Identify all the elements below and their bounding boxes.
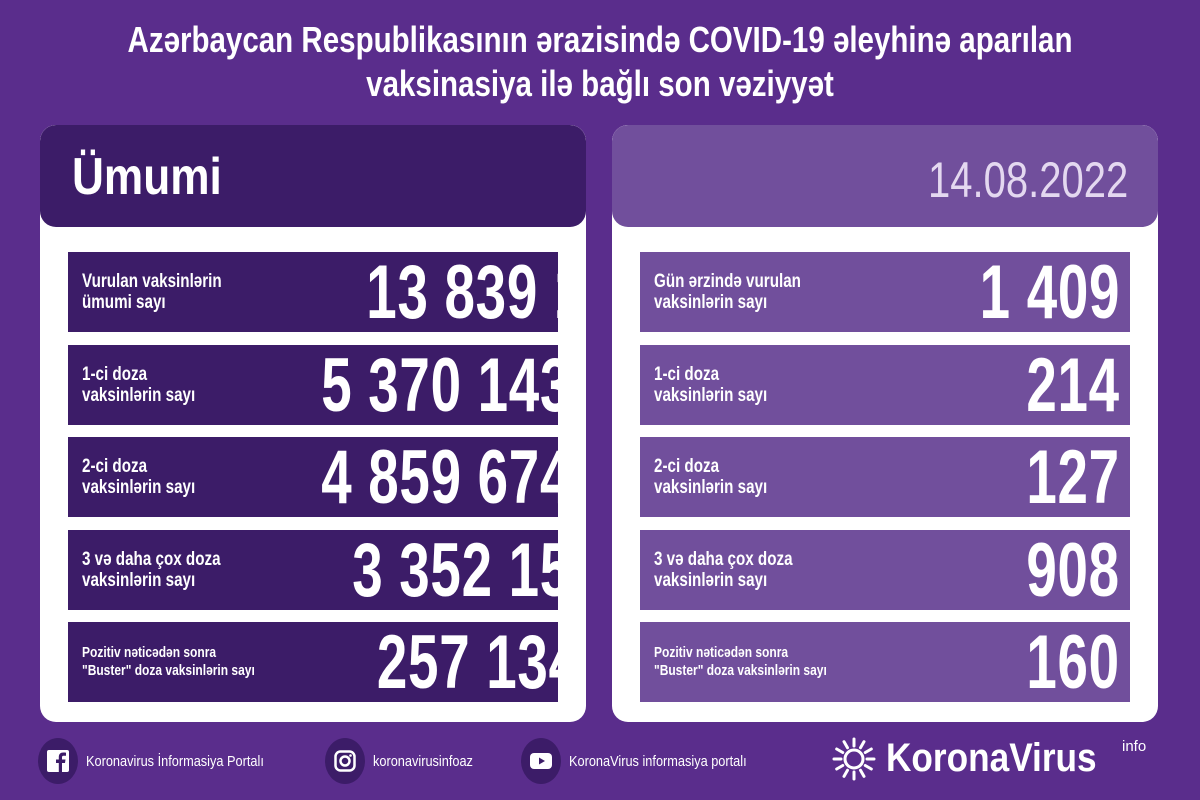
stat-label-line1: 1-ci doza [654,364,720,385]
koronavirus-logo: KoronaVirus [832,736,1125,781]
daily-panel: 14.08.2022 Gün ərzində vurulan vaksinləri… [612,125,1158,722]
facebook-icon [47,750,69,772]
daily-stat-row: 2-ci doza vaksinlərin sayı 127 [640,435,1130,520]
stat-value: 160 [1026,619,1120,705]
total-heading: Ümumi [72,148,222,206]
sun-ray [859,739,866,749]
stat-label: 2-ci doza vaksinlərin sayı [654,456,767,498]
total-panel: Ümumi Vurulan vaksinlərin ümumi sayı 13 83… [40,125,586,722]
stat-label: Pozitiv nəticədən sonra "Buster" doza vak… [82,644,255,680]
stat-label: 3 və daha çox doza vaksinlərin sayı [654,549,793,591]
stat-value: 127 [1026,434,1120,520]
stat-value: 13 839 106 [365,249,586,335]
daily-stat-row: Gün ərzində vurulan vaksinlərin sayı 1 409 [640,250,1130,335]
sun-ray [863,747,873,754]
stat-label-line1: Vurulan vaksinlərin [82,271,222,292]
stat-label-line2: vaksinlərin sayı [82,477,196,498]
page-title: Azərbaycan Respublikasının ərazisində CO… [108,18,1092,106]
daily-stat-row: Pozitiv nəticədən sonra "Buster" doza vak… [640,620,1130,705]
stat-label: Pozitiv nəticədən sonra "Buster" doza vak… [654,644,827,680]
report-date: 14.08.2022 [927,152,1128,208]
logo-text: KoronaVirus [886,736,1097,780]
youtube-link[interactable]: KoronaVirus informasiya portalı [520,738,778,784]
total-stat-row: 1-ci doza vaksinlərin sayı 5 370 143 [68,343,570,428]
stat-value: 1 409 [979,249,1120,335]
daily-stat-row: 3 və daha çox doza vaksinlərin sayı 908 [640,528,1130,613]
total-header: Ümumi [40,125,586,227]
total-stat-row: 2-ci doza vaksinlərin sayı 4 859 674 [68,435,570,520]
stat-label: Gün ərzində vurulan vaksinlərin sayı [654,271,801,313]
sun-virus-icon [832,737,876,780]
sun-ray [842,739,849,749]
total-stat-row: Pozitiv nəticədən sonra "Buster" doza vak… [68,620,579,705]
stat-value: 5 370 143 [320,342,571,428]
facebook-text: Koronavirus İnformasiya Portalı [86,752,264,770]
stat-value: 4 859 674 [320,434,571,520]
stat-label-line2: "Buster" doza vaksinlərin sayı [82,662,255,679]
stat-label: 3 və daha çox doza vaksinlərin sayı [82,549,221,591]
youtube-icon [529,753,552,769]
stat-label-line2: vaksinlərin sayı [654,385,768,406]
stat-label-line1: Pozitiv nəticədən sonra [82,644,217,661]
footer: Koronavirus İnformasiya Portalı koronavi… [38,738,798,784]
sun-ray [842,768,849,778]
sun-ray [835,763,845,770]
stat-label-line1: Gün ərzində vurulan [654,271,801,292]
youtube-text: KoronaVirus informasiya portalı [568,752,747,770]
stat-value: 908 [1026,527,1120,613]
stat-label: 2-ci doza vaksinlərin sayı [82,456,195,498]
total-stat-row: 3 və daha çox doza vaksinlərin sayı 3 352 … [68,528,586,613]
title-line-1: Azərbaycan Respublikasının ərazisində CO… [127,19,1073,60]
facebook-link[interactable]: Koronavirus İnformasiya Portalı [38,738,295,784]
stat-label-line2: vaksinlərin sayı [82,385,196,406]
stat-label-line1: 3 və daha çox doza [654,549,793,570]
stat-label-line1: 2-ci doza [654,456,720,477]
stat-value: 214 [1026,342,1120,428]
sun-ray [863,763,873,770]
stat-label-line1: 3 və daha çox doza [82,549,221,570]
stat-label-line2: ümumi sayı [82,292,166,313]
stat-value: 3 352 155 [352,527,586,613]
stat-label-line2: vaksinlərin sayı [82,570,196,591]
stat-label-line2: "Buster" doza vaksinlərin sayı [654,662,827,679]
daily-stat-row: 1-ci doza vaksinlərin sayı 214 [640,343,1130,428]
stat-label-line1: 2-ci doza [82,456,148,477]
stat-label-line1: Pozitiv nəticədən sonra [654,644,789,661]
daily-header: 14.08.2022 [612,125,1158,227]
stat-value: 257 134 [376,619,580,705]
sun-ray [859,768,866,778]
instagram-text: koronavirusinfoaz [373,752,474,770]
stat-label-line2: vaksinlərin sayı [654,570,768,591]
instagram-link[interactable]: koronavirusinfoaz [325,738,491,784]
stat-label: 1-ci doza vaksinlərin sayı [82,364,195,406]
stat-label-line2: vaksinlərin sayı [654,477,768,498]
title-line-2: vaksinasiya ilə bağlı son vəziyyət [366,63,834,104]
stat-label-line2: vaksinlərin sayı [654,292,768,313]
stat-label: 1-ci doza vaksinlərin sayı [654,364,767,406]
sun-ray [835,747,845,754]
stat-label-line1: 1-ci doza [82,364,148,385]
instagram-icon [334,750,357,772]
stat-label: Vurulan vaksinlərin ümumi sayı [82,271,222,313]
logo-superscript: info [1122,738,1147,755]
